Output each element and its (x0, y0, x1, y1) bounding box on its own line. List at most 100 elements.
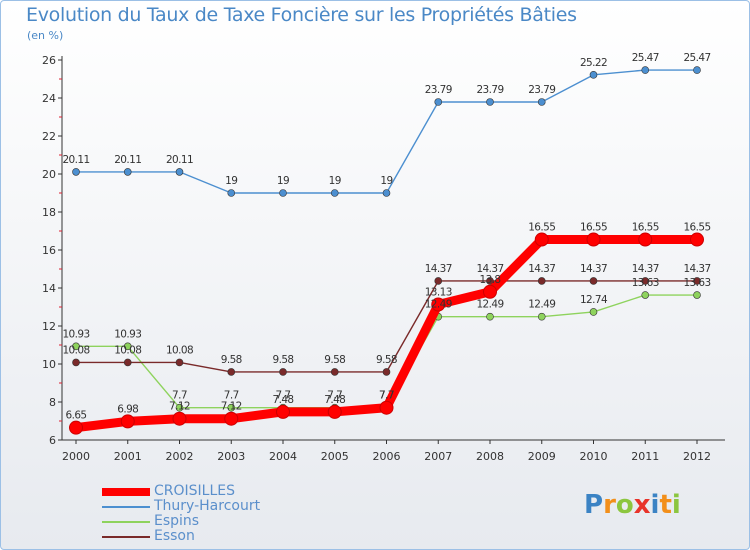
data-point (638, 232, 653, 247)
data-point (534, 232, 549, 247)
data-point (589, 71, 598, 79)
data-point (382, 189, 391, 197)
legend-label: Thury-Harcourt (154, 498, 261, 514)
data-point (641, 66, 650, 74)
legend-swatch (102, 535, 150, 538)
data-point (434, 98, 443, 106)
data-point (382, 368, 391, 376)
x-tick-label: 2010 (580, 450, 608, 463)
logo-letter: i (650, 490, 660, 520)
data-point (379, 400, 394, 415)
data-label: 7.7 (276, 390, 291, 402)
data-point (537, 277, 546, 285)
data-label: 7.7 (379, 390, 394, 402)
logo-letter: i (671, 490, 681, 520)
data-label: 7.12 (221, 401, 242, 413)
logo-letter: x (633, 490, 651, 520)
y-tick-label: 6 (49, 434, 56, 447)
data-label: 13.8 (480, 274, 501, 286)
x-tick-label: 2006 (373, 450, 401, 463)
data-point (175, 358, 184, 367)
data-label: 14.37 (580, 263, 607, 275)
unit-label: (en %) (27, 29, 64, 42)
data-label: 6.65 (66, 410, 87, 422)
data-label: 10.08 (62, 344, 89, 356)
data-point (537, 312, 546, 321)
data-label: 14.37 (683, 263, 710, 275)
legend-swatch (102, 520, 150, 523)
data-point (227, 189, 236, 197)
data-point (641, 291, 650, 299)
data-label: 14.37 (476, 263, 503, 275)
legend-label: CROISILLES (154, 483, 235, 499)
x-tick-label: 2009 (528, 450, 556, 463)
data-label: 7.7 (379, 390, 394, 402)
data-label: 14.37 (425, 263, 452, 275)
data-point (120, 414, 135, 429)
data-point (175, 168, 184, 176)
y-tick-label: 18 (42, 206, 56, 219)
data-label: 16.55 (580, 222, 607, 234)
legend: CROISILLES Thury-Harcourt Espins Esson (102, 484, 260, 544)
x-tick-label: 2008 (476, 450, 504, 463)
x-tick-label: 2011 (631, 450, 659, 463)
data-label: 25.47 (632, 52, 659, 64)
data-point (486, 277, 494, 285)
data-label: 23.79 (528, 84, 555, 96)
legend-item: Esson (102, 529, 260, 544)
data-label: 12.49 (425, 299, 452, 311)
data-point (431, 297, 446, 312)
y-tick-label: 14 (42, 282, 56, 295)
data-label: 10.93 (114, 328, 141, 340)
x-tick-label: 2002 (166, 450, 194, 463)
data-point (589, 308, 598, 316)
data-point (276, 404, 290, 419)
x-tick-label: 2005 (321, 450, 349, 463)
data-label: 10.93 (62, 328, 89, 340)
legend-label: Espins (154, 513, 200, 529)
data-point (175, 403, 184, 412)
data-point (486, 312, 494, 321)
x-tick-label: 2000 (62, 450, 90, 463)
data-label: 10.08 (166, 344, 193, 356)
data-label: 19 (277, 175, 289, 187)
data-label: 20.11 (114, 154, 141, 166)
data-label: 16.55 (683, 222, 710, 234)
data-point (693, 277, 701, 285)
data-point (693, 291, 701, 299)
data-point (172, 411, 187, 426)
y-tick-label: 10 (42, 358, 56, 371)
data-point (227, 403, 236, 412)
data-point (483, 284, 497, 299)
data-label: 6.98 (117, 403, 138, 415)
data-label: 12.74 (580, 294, 608, 306)
data-point (690, 232, 704, 247)
data-point (69, 420, 83, 435)
data-point (486, 98, 494, 106)
data-label: 23.79 (476, 84, 503, 96)
data-label: 7.48 (273, 394, 294, 406)
data-point (693, 66, 701, 74)
x-tick-label: 2007 (424, 450, 452, 463)
x-tick-label: 2003 (217, 450, 245, 463)
legend-swatch (102, 487, 150, 496)
data-point (586, 232, 601, 247)
x-tick-label: 2012 (683, 450, 711, 463)
chart-title: Evolution du Taux de Taxe Foncière sur l… (26, 4, 577, 26)
data-point (227, 368, 236, 376)
data-point (537, 98, 546, 106)
x-tick-label: 2001 (114, 450, 142, 463)
data-label: 14.37 (528, 263, 555, 275)
data-label: 16.55 (528, 222, 555, 234)
data-label: 25.47 (683, 52, 710, 64)
y-tick-label: 16 (42, 244, 56, 257)
data-point (123, 168, 132, 176)
y-tick-label: 8 (49, 396, 56, 409)
legend-swatch (102, 505, 150, 508)
data-label: 19 (329, 175, 341, 187)
data-label: 7.12 (169, 401, 190, 413)
data-point (279, 189, 287, 197)
data-point (330, 368, 339, 376)
data-label: 20.11 (166, 154, 193, 166)
